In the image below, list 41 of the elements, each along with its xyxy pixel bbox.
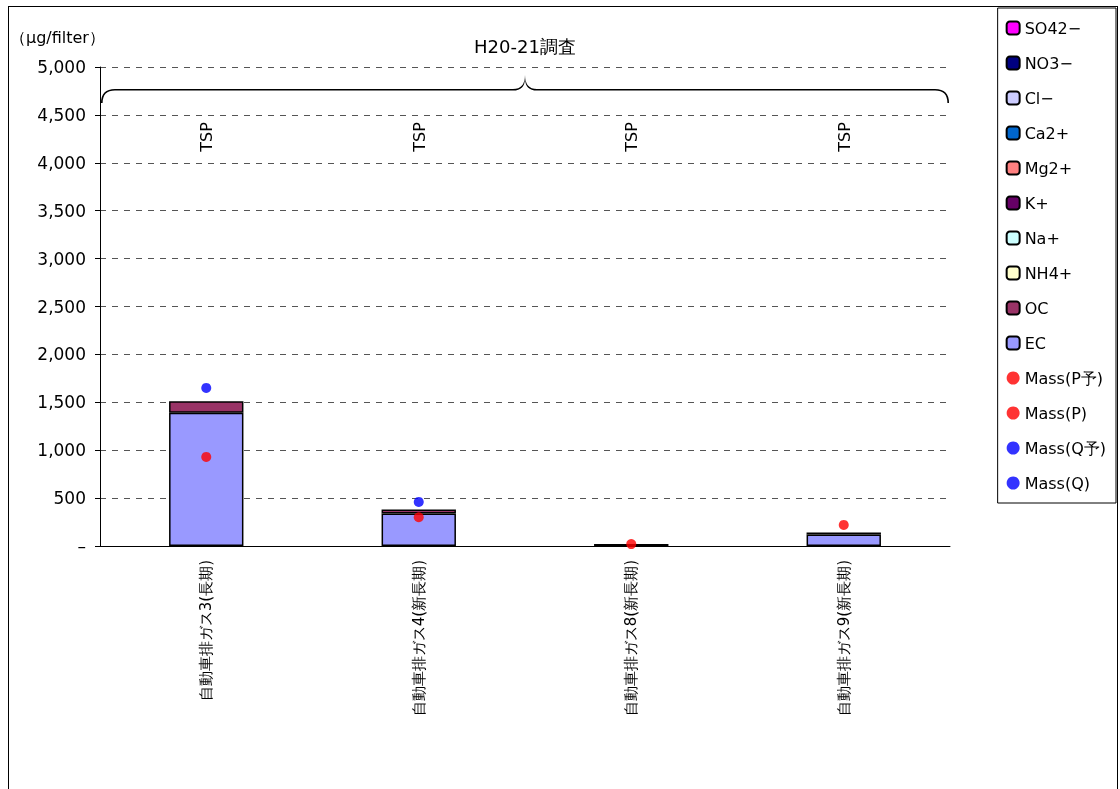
y-tick-label: 1,500: [37, 392, 86, 413]
legend-label: Na+: [1024, 228, 1060, 248]
y-tick-label: 3,500: [37, 200, 86, 221]
y-tick-label: 1,000: [37, 440, 86, 461]
point: [413, 496, 424, 507]
y-tick-label: –: [77, 536, 86, 556]
x-tick-label: 自動車排ガス3(長期): [197, 560, 216, 702]
x-tick-label: 自動車排ガス9(新長期): [834, 560, 853, 717]
y-tick-label: 2,000: [37, 344, 86, 365]
point: [201, 382, 212, 393]
y-tick-label: 5,000: [37, 57, 86, 77]
legend-label: Mass(Q予): [1024, 438, 1106, 458]
legend-label: OC: [1024, 298, 1049, 318]
point: [413, 512, 424, 523]
legend-label: EC: [1024, 333, 1046, 353]
x-tick-label: 自動車排ガス4(新長期): [409, 560, 428, 717]
legend-label: NO3−: [1024, 53, 1073, 73]
legend-label: Mass(Q): [1024, 473, 1090, 493]
y-tick-label: 2,500: [37, 296, 86, 317]
point: [626, 539, 637, 550]
y-tick-label: 3,000: [37, 248, 86, 269]
legend-label: Mass(P予): [1024, 368, 1104, 388]
annotation: TSP: [622, 121, 642, 153]
text: H20-21調査: [474, 36, 576, 57]
y-tick-label: 4,000: [37, 152, 86, 173]
annotation: TSP: [197, 121, 217, 153]
legend-label: K+: [1024, 193, 1049, 213]
legend-label: Mg2+: [1024, 158, 1073, 178]
legend-label: SO42−: [1024, 18, 1082, 38]
point: [201, 451, 212, 462]
annotation: TSP: [834, 121, 854, 153]
y-tick-label: 4,500: [37, 104, 86, 125]
y-tick-label: 500: [53, 488, 86, 509]
legend-label: Mass(P): [1024, 403, 1088, 423]
x-tick-label: 自動車排ガス8(新長期): [622, 560, 641, 717]
legend-label: Ca2+: [1024, 123, 1070, 143]
annotation: TSP: [409, 121, 429, 153]
legend-label: Cl−: [1024, 88, 1054, 108]
point: [838, 519, 849, 530]
y-axis-title: （μg/filter）: [10, 27, 105, 47]
legend-label: NH4+: [1024, 263, 1073, 283]
